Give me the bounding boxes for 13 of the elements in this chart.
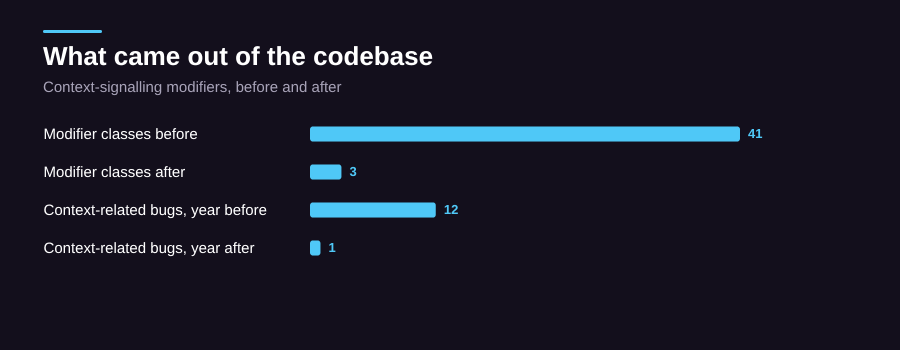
data-label: 41 <box>748 126 762 141</box>
chart-subtitle: Context-signalling modifiers, before and after <box>43 79 342 96</box>
chart-title: What came out of the codebase <box>43 41 434 71</box>
bar <box>310 126 740 142</box>
bar <box>310 164 342 180</box>
data-label: 12 <box>444 202 458 217</box>
data-label: 1 <box>328 240 336 255</box>
y-tick-label: Context-related bugs, year after <box>44 240 254 257</box>
bar <box>310 202 436 218</box>
y-tick-label: Context-related bugs, year before <box>44 202 267 219</box>
data-label: 3 <box>349 164 357 179</box>
y-tick-label: Modifier classes before <box>44 126 198 143</box>
y-tick-label: Modifier classes after <box>44 164 186 181</box>
